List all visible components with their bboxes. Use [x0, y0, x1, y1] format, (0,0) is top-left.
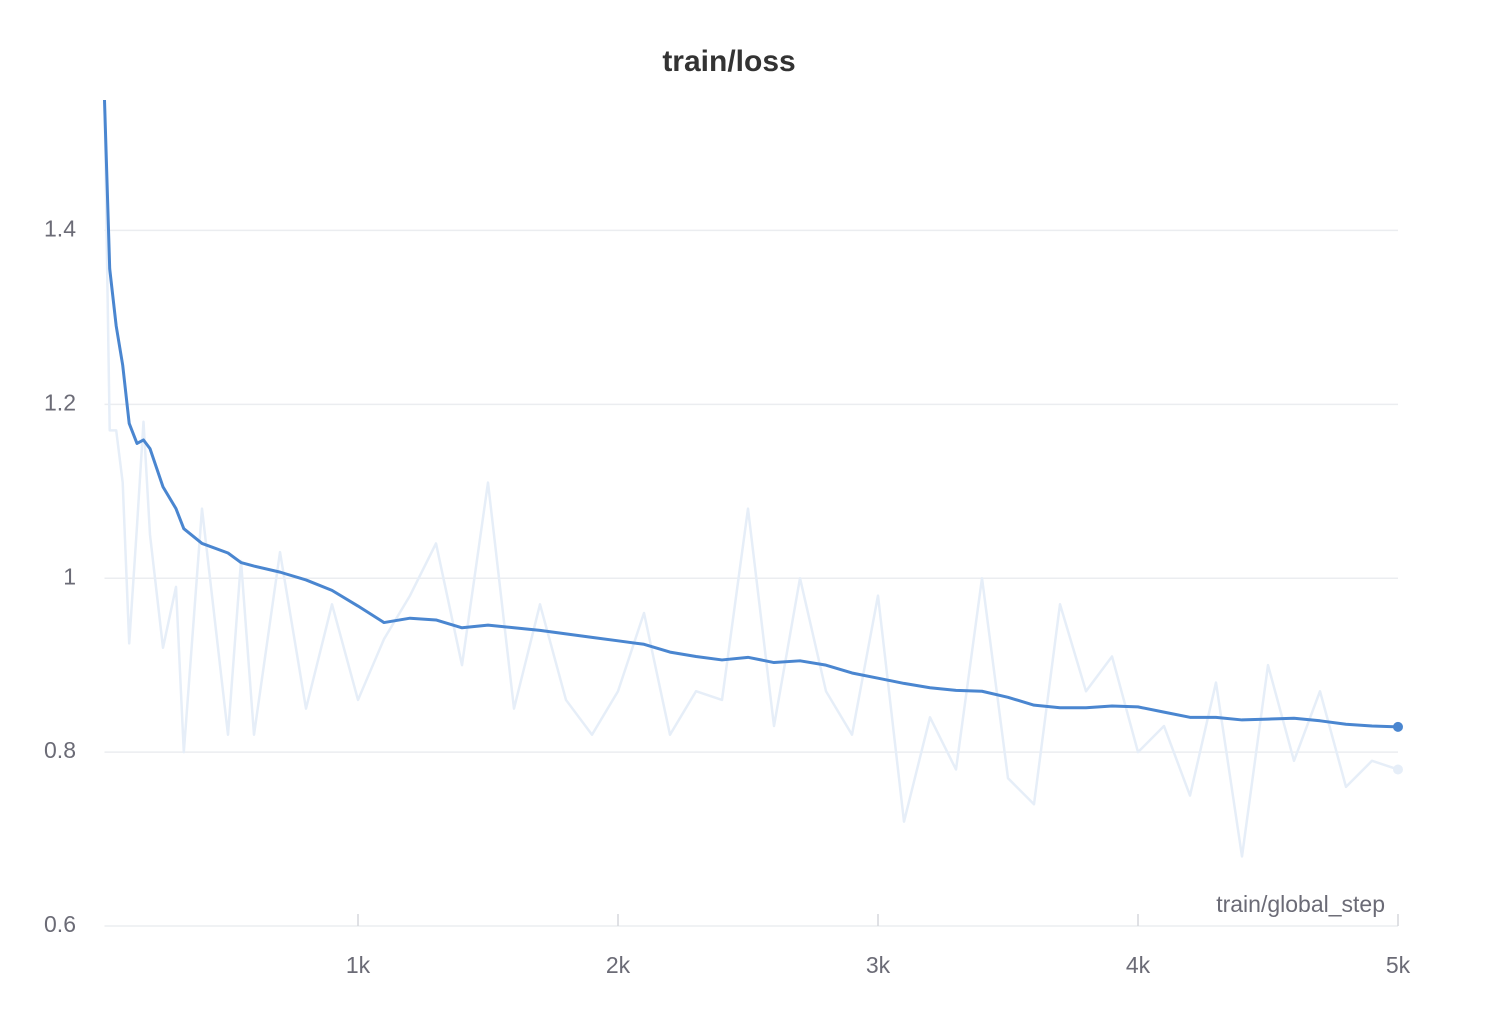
y-tick-label: 1.4 [44, 215, 76, 241]
end-marker [1393, 721, 1403, 732]
x-tick-label: 5k [1386, 952, 1411, 978]
x-tick-label: 1k [346, 952, 371, 978]
x-axis-label: train/global_step [1216, 891, 1385, 917]
y-tick-label: 1 [63, 563, 76, 589]
series-line [103, 99, 1399, 858]
y-tick-label: 0.8 [44, 737, 76, 763]
series-line [103, 99, 1399, 729]
y-tick-label: 1.2 [44, 389, 76, 415]
y-tick-label: 0.6 [44, 911, 76, 937]
x-tick-label: 3k [866, 952, 891, 978]
end-marker [1393, 764, 1403, 775]
x-tick-label: 4k [1126, 952, 1151, 978]
chart-title: train/loss [662, 45, 795, 78]
x-tick-label: 2k [606, 952, 631, 978]
